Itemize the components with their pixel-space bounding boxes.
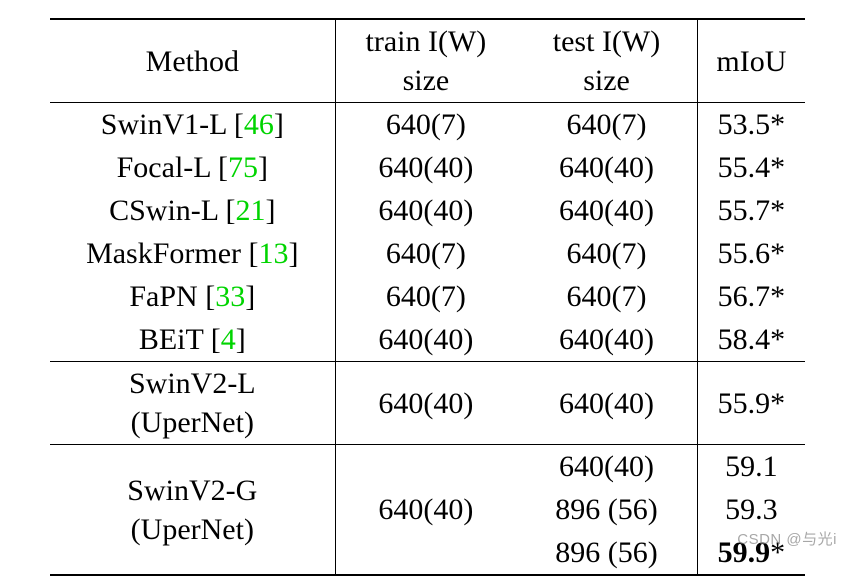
train-cell: 640(7) [335,275,516,318]
test-cell: 640(7) [516,232,697,275]
method-name: FaPN [129,280,197,313]
header-method: Method [50,19,335,103]
method-cell: BEiT [4] [50,318,335,362]
train-cell: 640(7) [335,103,516,147]
table-row: SwinV1-L [46] 640(7) 640(7) 53.5* [50,103,805,147]
miou-cell: 59.1 [697,445,805,489]
miou-cell: 55.6* [697,232,805,275]
test-cell: 640(40) [516,445,697,489]
citation: 75 [228,151,258,184]
train-cell: 640(7) [335,232,516,275]
citation: 46 [244,108,274,141]
method-cell: SwinV2-L (UperNet) [50,362,335,445]
test-cell: 640(7) [516,103,697,147]
table-row: BEiT [4] 640(40) 640(40) 58.4* [50,318,805,362]
method-name: MaskFormer [86,237,241,270]
results-table-container: Method train I(W) size test I(W) size mI… [0,0,855,576]
watermark-text: CSDN @与光i [737,528,837,549]
method-name: CSwin-L [109,194,218,227]
train-cell: 640(40) [335,362,516,445]
table-row: MaskFormer [13] 640(7) 640(7) 55.6* [50,232,805,275]
table-row: Focal-L [75] 640(40) 640(40) 55.4* [50,146,805,189]
miou-cell: 58.4* [697,318,805,362]
miou-cell: 55.9* [697,362,805,445]
method-cell: SwinV1-L [46] [50,103,335,147]
method-cell: SwinV2-G (UperNet) [50,445,335,576]
method-name: BEiT [139,323,203,356]
header-train: train I(W) size [335,19,516,103]
train-cell: 640(40) [335,189,516,232]
method-name-l2: (UperNet) [131,406,254,439]
citation: 33 [215,280,245,313]
miou-cell: 59.3 [697,488,805,531]
test-cell: 896 (56) [516,531,697,575]
method-name-l1: SwinV2-G [127,474,257,507]
table-header-row: Method train I(W) size test I(W) size mI… [50,19,805,103]
table-row: CSwin-L [21] 640(40) 640(40) 55.7* [50,189,805,232]
method-cell: MaskFormer [13] [50,232,335,275]
test-cell: 640(40) [516,318,697,362]
miou-cell: 53.5* [697,103,805,147]
method-cell: CSwin-L [21] [50,189,335,232]
test-cell: 640(40) [516,146,697,189]
test-cell: 640(7) [516,275,697,318]
method-cell: FaPN [33] [50,275,335,318]
results-table: Method train I(W) size test I(W) size mI… [50,18,805,576]
miou-cell: 55.7* [697,189,805,232]
test-cell: 640(40) [516,189,697,232]
miou-cell: 56.7* [697,275,805,318]
table-row: SwinV2-L (UperNet) 640(40) 640(40) 55.9* [50,362,805,445]
miou-cell: 55.4* [697,146,805,189]
train-cell: 640(40) [335,445,516,576]
train-cell: 640(40) [335,318,516,362]
test-cell: 640(40) [516,362,697,445]
method-name-l1: SwinV2-L [129,367,256,400]
method-cell: Focal-L [75] [50,146,335,189]
table-row: SwinV2-G (UperNet) 640(40) 640(40) 59.1 [50,445,805,489]
citation: 13 [259,237,289,270]
header-test: test I(W) size [516,19,697,103]
citation: 4 [221,323,236,356]
method-name-l2: (UperNet) [131,513,254,546]
header-miou: mIoU [697,19,805,103]
table-row: FaPN [33] 640(7) 640(7) 56.7* [50,275,805,318]
test-cell: 896 (56) [516,488,697,531]
train-cell: 640(40) [335,146,516,189]
method-name: SwinV1-L [101,108,227,141]
method-name: Focal-L [117,151,211,184]
citation: 21 [236,194,266,227]
